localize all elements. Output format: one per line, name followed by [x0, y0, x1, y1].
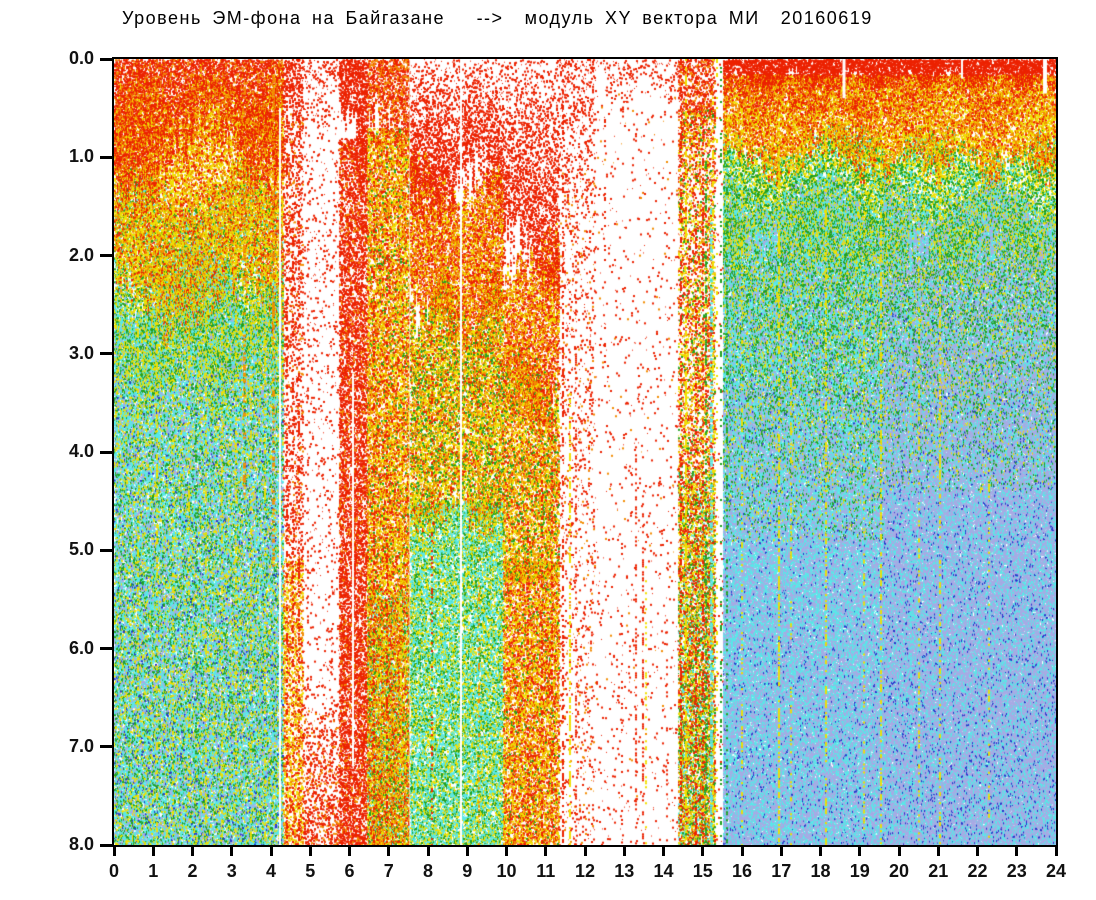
- x-axis-tick: [112, 845, 116, 856]
- y-tick-label: 2.0: [68, 244, 94, 265]
- x-tick-label: 1: [148, 861, 159, 881]
- x-axis-tick: [426, 845, 430, 856]
- y-tick-label: 5.0: [68, 539, 94, 560]
- x-axis-tick: [544, 845, 548, 856]
- chart-title: Уровень ЭМ-фона на Байгазане --> модуль …: [122, 8, 873, 28]
- x-tick-label: 4: [265, 861, 276, 881]
- y-axis-tick: [100, 155, 112, 159]
- x-axis-tick: [387, 845, 391, 856]
- x-axis-tick: [348, 845, 351, 856]
- x-tick-label: 0: [108, 861, 119, 881]
- y-tick-label: 8.0: [68, 834, 94, 854]
- x-axis-tick: [308, 845, 312, 856]
- x-axis-tick: [976, 845, 979, 856]
- x-axis-tick: [622, 845, 626, 856]
- x-tick-label: 16: [731, 861, 753, 881]
- y-axis-tick: [100, 57, 112, 61]
- x-axis-tick: [897, 845, 901, 856]
- x-tick-label: 3: [226, 861, 237, 881]
- y-axis-tick: [100, 548, 112, 552]
- x-tick-label: 20: [888, 861, 910, 881]
- x-tick-label: 6: [344, 861, 355, 881]
- x-tick-label: 14: [653, 861, 674, 881]
- x-tick-label: 10: [496, 861, 517, 881]
- x-axis-tick: [740, 845, 744, 856]
- y-axis-tick: [100, 745, 112, 749]
- y-axis-tick: [100, 647, 112, 650]
- x-axis-tick: [151, 845, 155, 856]
- x-axis-tick: [779, 845, 783, 856]
- plot-frame: [112, 57, 1058, 847]
- x-tick-label: 2: [187, 861, 198, 881]
- x-axis-tick: [583, 845, 587, 856]
- x-tick-label: 15: [692, 861, 713, 881]
- x-tick-label: 22: [967, 861, 988, 881]
- x-tick-label: 19: [849, 861, 870, 881]
- x-axis-tick: [819, 845, 822, 856]
- y-tick-label: 1.0: [68, 146, 94, 167]
- y-tick-label: 7.0: [68, 735, 94, 756]
- x-tick-label: 18: [810, 861, 831, 881]
- y-tick-label: 4.0: [68, 441, 94, 461]
- y-axis-tick: [100, 254, 112, 257]
- x-tick-label: 17: [771, 861, 792, 881]
- x-axis-tick: [191, 845, 194, 856]
- x-axis-tick: [269, 845, 273, 856]
- x-tick-label: 23: [1006, 861, 1027, 881]
- x-tick-label: 5: [305, 861, 316, 881]
- x-axis-tick: [230, 845, 234, 856]
- x-axis-tick: [465, 845, 469, 856]
- x-tick-label: 11: [536, 861, 556, 881]
- x-axis-tick: [858, 845, 862, 856]
- x-axis-tick: [1015, 845, 1019, 856]
- y-axis-tick: [100, 450, 112, 454]
- y-axis-tick: [100, 843, 112, 847]
- y-tick-label: 0.0: [68, 48, 94, 68]
- x-tick-label: 13: [614, 861, 635, 881]
- y-tick-label: 3.0: [68, 342, 94, 363]
- x-axis-tick: [936, 845, 940, 856]
- y-tick-label: 6.0: [68, 637, 94, 658]
- x-tick-label: 21: [928, 861, 949, 881]
- x-tick-label: 12: [574, 861, 596, 881]
- x-axis-tick: [662, 845, 665, 856]
- y-axis-tick: [100, 352, 112, 356]
- x-tick-label: 9: [462, 861, 473, 881]
- x-axis-tick: [505, 845, 508, 856]
- spectrogram-canvas: [114, 59, 1056, 845]
- x-tick-label: 7: [383, 861, 394, 881]
- x-axis-tick: [701, 845, 705, 856]
- x-tick-label: 8: [422, 861, 433, 881]
- x-axis-tick: [1054, 845, 1058, 856]
- x-tick-label: 24: [1045, 861, 1067, 881]
